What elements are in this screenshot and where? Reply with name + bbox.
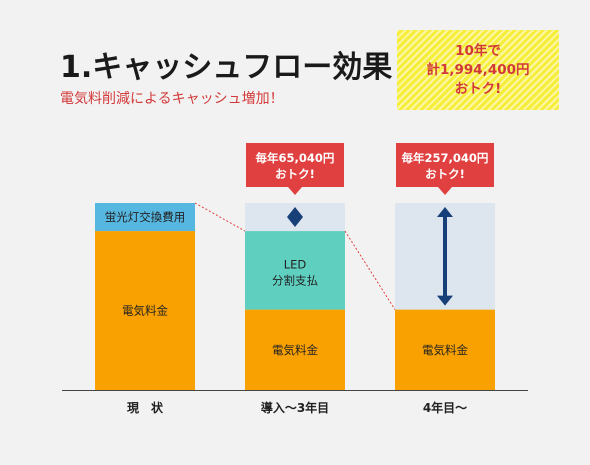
category-label: 現 状 [127,400,164,415]
savings-arrow-head-down [437,295,453,306]
page-subtitle: 電気料削減によるキャッシュ増加！ [60,91,284,107]
callout-line-2: おトク! [425,167,465,181]
bar-segment [245,309,345,390]
segment-label: 電気料金 [422,343,468,357]
savings-arrow-head-up [287,207,303,217]
page-title: 1.キャッシュフロー効果 [60,50,393,85]
bar-segment [95,231,195,390]
promo-badge: 10年で 計1,994,400円 おトク! [397,30,559,110]
category-label: 4年目〜 [423,400,467,415]
promo-line-3: おトク! [454,80,502,97]
savings-arrow-head-up [437,207,453,217]
callout-pointer [288,187,302,195]
connector-line [194,202,246,232]
segment-label: 蛍光灯交換費用 [105,210,186,224]
callout-line-1: 毎年257,040円 [402,151,489,165]
bar-segment [245,231,345,310]
callout-box [246,143,344,187]
callout-box [396,143,494,187]
bar-segment [395,309,495,390]
segment-label: 電気料金 [272,343,318,357]
segment-label: LED [284,257,307,271]
promo-line-1: 10年で [455,42,501,59]
category-label: 導入〜3年目 [261,400,329,415]
bar-segment [95,203,195,232]
callout-line-1: 毎年65,040円 [256,151,335,165]
connector-line [344,230,396,310]
savings-arrow-head-down [287,217,303,228]
segment-label: 電気料金 [122,304,168,318]
callout-pointer [438,187,452,195]
promo-line-2: 計1,994,400円 [426,61,530,78]
segment-label: 分割支払 [272,273,318,287]
callout-line-2: おトク! [275,167,315,181]
